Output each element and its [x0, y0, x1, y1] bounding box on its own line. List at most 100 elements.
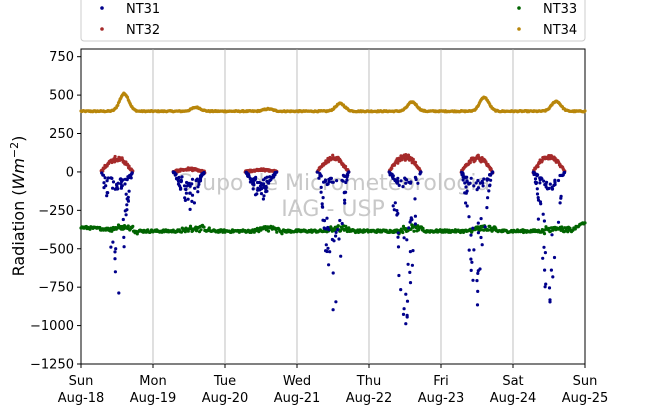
point-nt31 [190, 182, 194, 186]
point-nt31 [419, 170, 423, 174]
point-nt31 [192, 201, 196, 205]
legend-marker-nt31 [100, 6, 104, 10]
point-nt31 [472, 248, 476, 252]
point-nt33 [126, 224, 130, 228]
point-nt31 [462, 175, 466, 179]
point-nt31 [461, 178, 465, 182]
point-nt32 [404, 153, 408, 157]
point-nt31 [563, 170, 567, 174]
point-nt31 [464, 201, 468, 205]
y-tick-label: 750 [49, 50, 74, 65]
point-nt31 [125, 203, 129, 207]
point-nt31 [543, 268, 547, 272]
point-nt31 [536, 217, 541, 221]
point-nt31 [101, 173, 105, 177]
point-nt31 [110, 176, 114, 180]
point-nt32 [124, 160, 128, 164]
point-nt31 [251, 187, 255, 191]
point-nt32 [540, 158, 544, 163]
point-nt31 [469, 257, 473, 261]
point-nt33 [401, 230, 405, 235]
point-nt31 [335, 179, 339, 183]
legend-label-nt31: NT31 [126, 2, 160, 17]
point-nt31 [188, 191, 192, 195]
grid-lines [152, 49, 514, 364]
point-nt31 [171, 170, 175, 174]
point-nt31 [397, 273, 401, 278]
y-tick-label: 250 [49, 127, 74, 142]
point-nt31 [393, 201, 397, 205]
point-nt31 [532, 172, 536, 177]
point-nt33 [280, 232, 284, 236]
point-nt31 [548, 182, 552, 186]
point-nt31 [413, 214, 417, 218]
point-nt31 [113, 270, 117, 274]
point-nt31 [322, 180, 326, 184]
point-nt31 [339, 254, 343, 258]
point-nt31 [533, 177, 538, 181]
point-nt31 [200, 173, 204, 177]
x-tick-label-date: Aug-25 [562, 391, 609, 406]
point-nt31 [334, 230, 338, 234]
point-nt31 [338, 218, 342, 223]
x-tick-label-day: Wed [283, 374, 311, 389]
point-nt31 [538, 176, 542, 180]
point-nt31 [404, 322, 408, 326]
point-nt31 [411, 249, 415, 253]
point-nt31 [334, 234, 338, 238]
point-nt31 [396, 235, 400, 239]
point-nt31 [184, 187, 188, 191]
point-nt31 [113, 257, 117, 261]
point-nt33 [252, 230, 256, 234]
point-nt31 [538, 181, 542, 185]
point-nt31 [556, 220, 561, 224]
point-nt31 [190, 193, 195, 197]
point-nt33 [266, 229, 271, 233]
point-nt31 [258, 184, 263, 188]
point-nt31 [479, 217, 483, 221]
point-nt31 [272, 175, 276, 179]
point-nt31 [533, 180, 538, 184]
point-nt33 [188, 224, 193, 228]
point-nt31 [113, 250, 117, 254]
point-nt31 [475, 188, 479, 192]
point-nt33 [179, 230, 184, 234]
point-nt31 [320, 205, 324, 209]
point-nt31 [405, 238, 409, 242]
point-nt31 [408, 220, 412, 224]
point-nt31 [127, 189, 131, 193]
point-nt31 [551, 275, 555, 279]
point-nt32 [468, 161, 472, 165]
point-nt31 [328, 250, 332, 254]
point-nt31 [188, 207, 192, 211]
point-nt34 [583, 109, 587, 113]
point-nt31 [486, 196, 490, 200]
point-nt31 [183, 198, 187, 202]
point-nt31 [262, 194, 266, 198]
point-nt31 [109, 245, 113, 249]
point-nt31 [408, 281, 413, 285]
point-nt31 [102, 181, 106, 185]
point-nt31 [185, 180, 189, 185]
point-nt31 [550, 233, 554, 237]
point-nt31 [548, 300, 552, 304]
legend-marker-nt32 [100, 27, 104, 31]
point-nt31 [413, 222, 417, 226]
point-nt31 [119, 186, 123, 190]
x-tick-label-date: Aug-22 [346, 391, 393, 406]
point-nt31 [124, 192, 128, 196]
point-nt31 [541, 212, 545, 216]
point-nt31 [184, 191, 188, 195]
point-nt31 [343, 198, 347, 202]
point-nt31 [345, 178, 349, 182]
point-nt32 [406, 153, 411, 157]
point-nt31 [331, 308, 335, 312]
point-nt33 [416, 224, 420, 228]
y-tick-label: −750 [38, 281, 74, 296]
point-nt31 [325, 216, 329, 220]
point-nt31 [467, 215, 471, 219]
point-nt31 [402, 236, 406, 240]
point-nt31 [329, 177, 333, 181]
point-nt31 [395, 209, 399, 213]
point-nt31 [182, 184, 187, 188]
